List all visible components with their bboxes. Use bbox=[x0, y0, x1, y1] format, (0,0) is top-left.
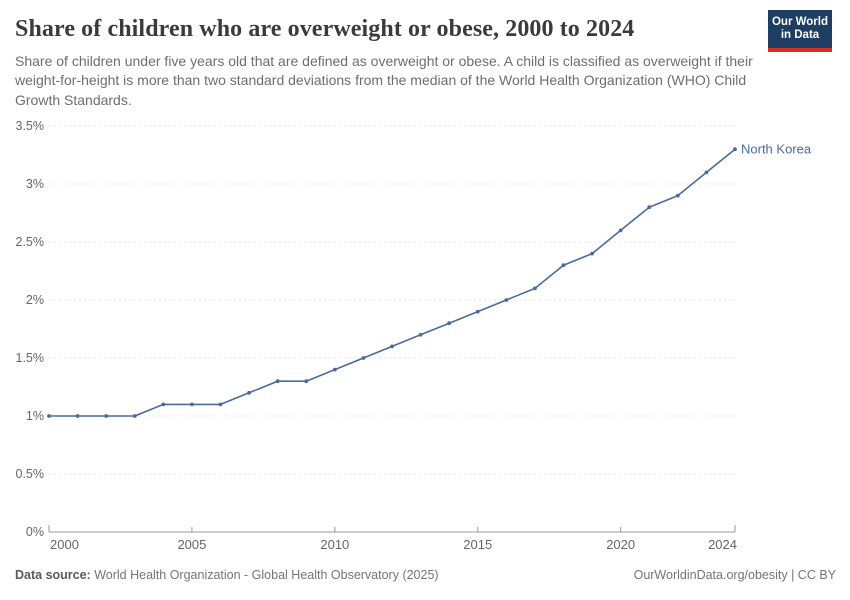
y-axis-tick-label: 2.5% bbox=[16, 235, 45, 249]
data-point[interactable] bbox=[304, 379, 309, 384]
data-point[interactable] bbox=[132, 414, 137, 418]
owid-logo-line2: in Data bbox=[780, 29, 820, 41]
data-point[interactable] bbox=[533, 286, 537, 291]
data-point[interactable] bbox=[475, 309, 480, 314]
data-point[interactable] bbox=[247, 390, 251, 395]
data-point[interactable] bbox=[218, 402, 223, 407]
data-point[interactable] bbox=[275, 379, 280, 384]
x-axis-tick-label: 2024 bbox=[708, 537, 737, 552]
y-axis-tick-label: 3% bbox=[26, 177, 44, 191]
page-title: Share of children who are overweight or … bbox=[15, 16, 635, 42]
y-axis-tick-label: 1% bbox=[26, 409, 44, 423]
chart-header: Share of children who are overweight or … bbox=[15, 16, 835, 110]
data-point[interactable] bbox=[104, 414, 109, 418]
data-source-label: Data source: bbox=[15, 568, 91, 582]
data-source-note: Data source: World Health Organization -… bbox=[15, 568, 439, 582]
data-line[interactable] bbox=[48, 148, 736, 417]
chart-area[interactable]: 0% 0.5% 1% 1.5% 2% 2.5% 3% 3.5% 2000 2005 2010 2015… bbox=[0, 112, 850, 562]
x-axis-tick-label: 2005 bbox=[177, 537, 206, 552]
data-point[interactable] bbox=[161, 402, 166, 407]
x-axis-tick-label: 2020 bbox=[606, 537, 635, 552]
data-point[interactable] bbox=[390, 344, 394, 349]
chart-subtitle: Share of children under five years old t… bbox=[15, 53, 753, 108]
data-point[interactable] bbox=[47, 414, 51, 418]
data-point[interactable] bbox=[332, 367, 337, 372]
series-end-label[interactable]: North Korea bbox=[741, 142, 812, 157]
data-point[interactable] bbox=[361, 356, 366, 360]
data-point[interactable] bbox=[561, 263, 566, 268]
owid-logo[interactable]: Our World in Data bbox=[768, 10, 832, 52]
x-axis-tick-label: 2015 bbox=[463, 537, 492, 552]
data-point[interactable] bbox=[190, 402, 194, 407]
owid-logo-redbar bbox=[768, 48, 832, 52]
chart-footer: Data source: World Health Organization -… bbox=[15, 568, 836, 582]
data-point[interactable] bbox=[418, 332, 423, 337]
y-axis-tick-label: 1.5% bbox=[16, 351, 45, 365]
data-point[interactable] bbox=[647, 205, 652, 210]
data-point[interactable] bbox=[447, 321, 452, 326]
data-point[interactable] bbox=[733, 147, 737, 152]
license-link[interactable]: OurWorldinData.org/obesity | CC BY bbox=[633, 568, 836, 582]
owid-logo-line1: Our World bbox=[771, 15, 828, 28]
owid-logo-box: Our World in Data bbox=[768, 10, 832, 48]
line-chart-canvas[interactable]: 0% 0.5% 1% 1.5% 2% 2.5% 3% 3.5% 2000 2005 2010 2015… bbox=[0, 112, 850, 562]
data-point[interactable] bbox=[675, 193, 680, 198]
data-point[interactable] bbox=[75, 414, 80, 418]
data-point[interactable] bbox=[704, 170, 709, 175]
x-axis-tick-label: 2010 bbox=[320, 537, 349, 552]
y-axis-tick-label: 3.5% bbox=[16, 119, 45, 133]
y-axis-tick-label: 0% bbox=[26, 525, 44, 539]
data-point[interactable] bbox=[504, 298, 509, 302]
data-point[interactable] bbox=[590, 251, 594, 256]
data-point[interactable] bbox=[618, 228, 623, 233]
y-axis-tick-label: 0.5% bbox=[16, 467, 45, 481]
y-axis-tick-label: 2% bbox=[26, 293, 44, 307]
data-source-text: World Health Organization - Global Healt… bbox=[90, 568, 439, 582]
x-axis-tick-label: 2000 bbox=[50, 537, 79, 552]
